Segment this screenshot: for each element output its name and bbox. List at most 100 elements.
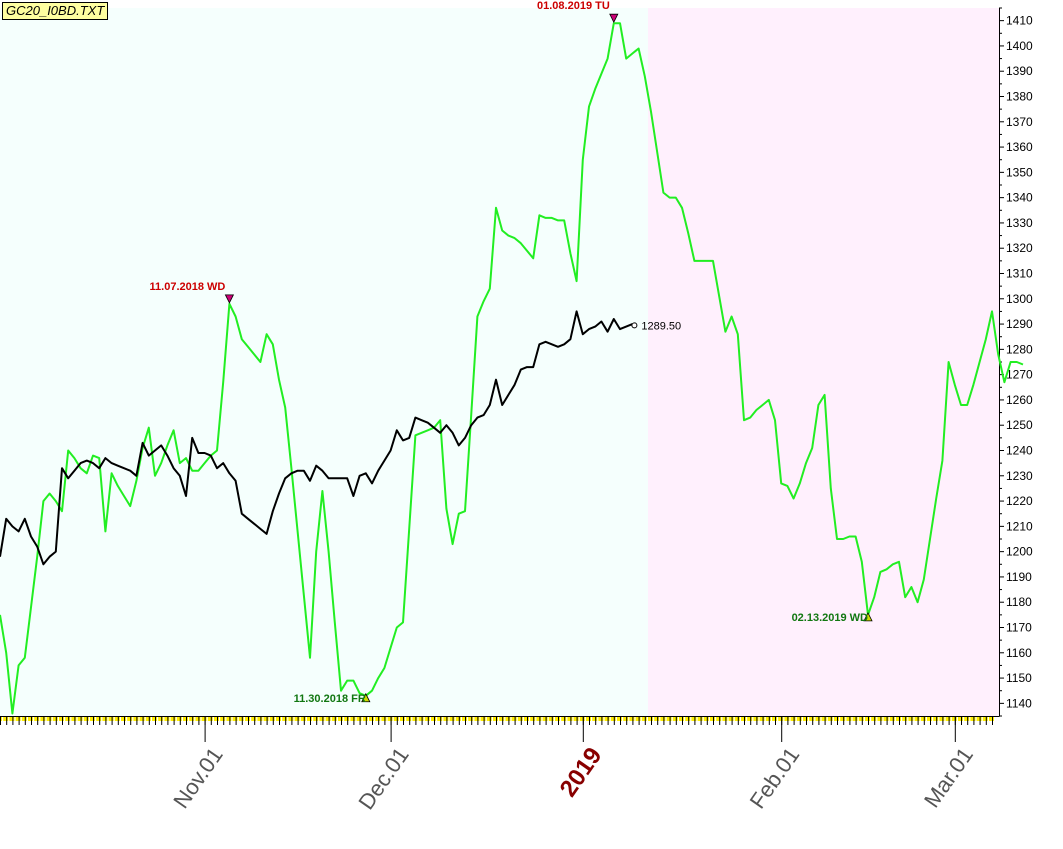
x-tick-mark: [933, 717, 939, 721]
x-tick-mark: [40, 717, 46, 721]
x-tick-mark: [325, 717, 331, 721]
y-tick-label: 1230: [1006, 469, 1033, 483]
x-tick-mark: [586, 717, 591, 721]
x-tick-mark: [480, 717, 486, 721]
x-tick-mark: [579, 717, 585, 721]
x-tick-mark: [561, 717, 567, 721]
x-tick-mark: [902, 717, 908, 721]
x-tick-mark: [834, 717, 839, 721]
x-tick-mark: [765, 717, 771, 721]
x-tick-mark: [319, 717, 325, 721]
x-tick-mark: [28, 717, 33, 721]
x-tick-mark: [251, 717, 257, 721]
top-date-label: 11.07.2018 WD: [150, 281, 226, 293]
file-name-label: GC20_I0BD.TXT: [2, 2, 109, 20]
x-tick-mark: [803, 717, 808, 721]
x-tick-mark: [648, 717, 653, 721]
x-tick-mark: [604, 717, 610, 721]
x-tick-mark: [939, 717, 945, 721]
y-tick-label: 1360: [1006, 140, 1033, 154]
x-tick-mark: [176, 717, 182, 721]
x-tick-mark: [827, 717, 833, 721]
x-month-label: Nov.01: [168, 743, 228, 813]
x-tick-mark: [548, 717, 554, 721]
x-tick-mark: [530, 717, 536, 721]
x-tick-mark: [77, 717, 83, 721]
plot-background: [0, 8, 999, 716]
x-tick-mark: [672, 717, 678, 721]
x-tick-mark: [449, 717, 455, 721]
x-tick-mark: [536, 717, 542, 721]
bottom-marker: [863, 611, 873, 622]
x-tick-mark: [238, 717, 244, 721]
x-tick-mark: [759, 717, 765, 721]
x-tick-mark: [840, 717, 846, 721]
x-tick-mark: [598, 717, 604, 721]
x-tick-mark: [623, 717, 629, 721]
x-tick-mark: [499, 717, 505, 721]
x-tick-mark: [610, 717, 616, 721]
y-tick-label: 1190: [1006, 570, 1032, 584]
y-tick-label: 1280: [1006, 342, 1033, 356]
x-tick-mark: [257, 717, 263, 721]
x-tick-mark: [201, 717, 207, 721]
top-date-label: 01.08.2019 TU: [537, 0, 610, 12]
x-tick-mark: [90, 717, 95, 721]
x-tick-mark: [908, 717, 914, 721]
x-tick-mark: [369, 717, 374, 721]
x-tick-mark: [784, 717, 790, 721]
y-tick-label: 1290: [1006, 317, 1033, 331]
x-tick-mark: [542, 717, 548, 721]
x-tick-mark: [59, 717, 64, 721]
x-tick-mark: [52, 717, 58, 721]
x-tick-mark: [15, 717, 21, 721]
x-tick-mark: [96, 717, 102, 721]
x-tick-mark: [214, 717, 219, 721]
x-tick-mark: [524, 717, 529, 721]
x-tick-mark: [21, 717, 27, 721]
x-tick-mark: [424, 717, 430, 721]
x-tick-mark: [418, 717, 424, 721]
y-tick-label: 1380: [1006, 90, 1033, 104]
x-tick-mark: [152, 717, 157, 721]
x-tick-mark: [381, 717, 387, 721]
x-tick-mark: [474, 717, 480, 721]
x-tick-mark: [468, 717, 474, 721]
x-tick-mark: [511, 717, 517, 721]
x-tick-mark: [958, 717, 963, 721]
x-tick-mark: [307, 717, 312, 721]
x-tick-mark: [778, 717, 784, 721]
projection-region: [648, 8, 999, 716]
y-tick-label: 1220: [1006, 494, 1033, 508]
x-tick-mark: [989, 717, 994, 721]
x-tick-mark: [685, 717, 691, 721]
x-tick-mark: [350, 717, 356, 721]
x-tick-mark: [263, 717, 269, 721]
bottom-date-label: 11.30.2018 FR: [294, 693, 366, 705]
x-tick-mark: [269, 717, 275, 721]
x-tick-mark: [400, 717, 405, 721]
x-tick-mark: [133, 717, 139, 721]
x-tick-mark: [288, 717, 294, 721]
x-tick-mark: [654, 717, 660, 721]
series-lines: [0, 22, 1024, 715]
x-tick-mark: [3, 717, 9, 721]
x-tick-mark: [71, 717, 77, 721]
x-tick-mark: [796, 717, 802, 721]
x-tick-mark: [232, 717, 238, 721]
x-tick-mark: [443, 717, 449, 721]
x-tick-mark: [641, 717, 647, 721]
x-tick-mark: [660, 717, 666, 721]
x-tick-mark: [102, 717, 108, 721]
x-month-label: Mar.01: [919, 743, 978, 812]
y-tick-label: 1240: [1006, 444, 1033, 458]
y-tick-label: 1180: [1006, 595, 1032, 609]
x-tick-mark: [617, 717, 622, 721]
x-tick-mark: [964, 717, 970, 721]
x-tick-mark: [871, 717, 877, 721]
y-tick-label: 1400: [1006, 39, 1033, 53]
x-tick-mark: [437, 717, 443, 721]
y-axis: 1140 1150 1160 1170 1180 1190 1200 1210 1220 1230…: [999, 7, 1033, 717]
x-tick-mark: [889, 717, 895, 721]
